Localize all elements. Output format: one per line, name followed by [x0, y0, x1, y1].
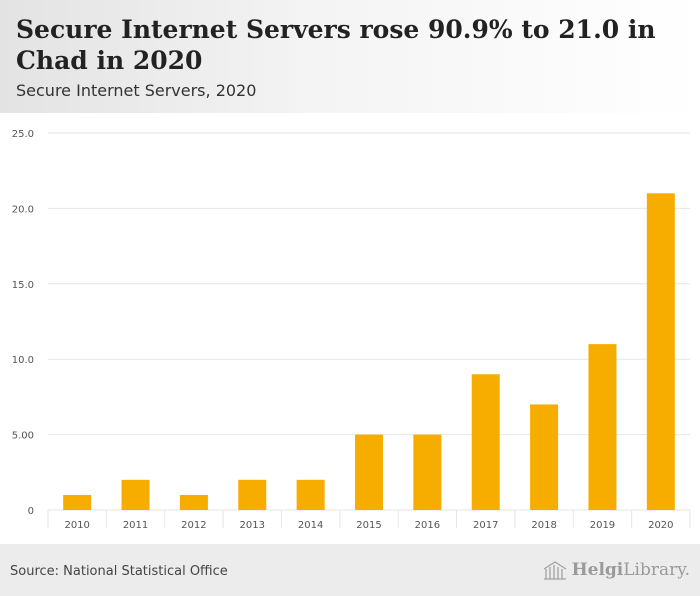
bar-2012	[179, 494, 208, 510]
y-tick-label: 15.0	[12, 280, 34, 291]
plot-area: 0 5.00 10.0 15.0 20.0 25.0 2010 2011 2012 2013 20…	[0, 113, 700, 544]
bar-2011	[121, 479, 150, 510]
gridlines	[48, 132, 690, 511]
bar-2019	[588, 344, 617, 510]
y-axis-ticks: 0 5.00 10.0 15.0 20.0 25.0	[12, 129, 34, 517]
source-note: Source: National Statistical Office	[10, 564, 228, 579]
bar-2010	[63, 494, 92, 510]
chart-header: Secure Internet Servers rose 90.9% to 21…	[0, 0, 700, 113]
x-tick-label: 2011	[123, 520, 148, 531]
chart-footer: Source: National Statistical Office Helg…	[0, 544, 700, 596]
chart-title: Secure Internet Servers rose 90.9% to 21…	[16, 15, 656, 75]
y-tick-label: 5.00	[12, 431, 34, 442]
x-tick-label: 2015	[356, 520, 381, 531]
x-tick-label: 2013	[240, 520, 265, 531]
x-tick-label: 2016	[415, 520, 440, 531]
brand-name: HelgiLibrary.	[572, 560, 690, 580]
x-tick-label: 2018	[531, 520, 556, 531]
bar-2018	[530, 404, 559, 510]
brand-logo: HelgiLibrary.	[542, 558, 690, 582]
y-tick-label: 25.0	[12, 129, 34, 140]
x-tick-label: 2012	[181, 520, 206, 531]
x-tick-label: 2010	[64, 520, 89, 531]
x-axis-ticks: 2010 2011 2012 2013 2014 2015 2016 2017 2018 2019…	[47, 510, 691, 531]
x-tick-label: 2017	[473, 520, 498, 531]
bar-2020	[646, 193, 675, 510]
bar-2017	[471, 374, 500, 510]
x-tick-label: 2020	[648, 520, 673, 531]
bar-2015	[355, 434, 383, 510]
library-building-icon	[543, 561, 566, 580]
y-tick-label: 10.0	[12, 355, 34, 366]
chart-subtitle: Secure Internet Servers, 2020	[16, 81, 257, 100]
bar-2014	[296, 479, 325, 510]
y-tick-label: 20.0	[12, 204, 34, 215]
y-tick-label: 0	[28, 506, 34, 517]
x-tick-label: 2014	[298, 520, 323, 531]
brand-name-light: Library.	[623, 560, 690, 580]
brand-name-bold: Helgi	[571, 560, 624, 580]
x-tick-label: 2019	[590, 520, 615, 531]
bar-2013	[238, 479, 267, 510]
bar-2016	[413, 434, 442, 510]
bars	[63, 193, 675, 510]
